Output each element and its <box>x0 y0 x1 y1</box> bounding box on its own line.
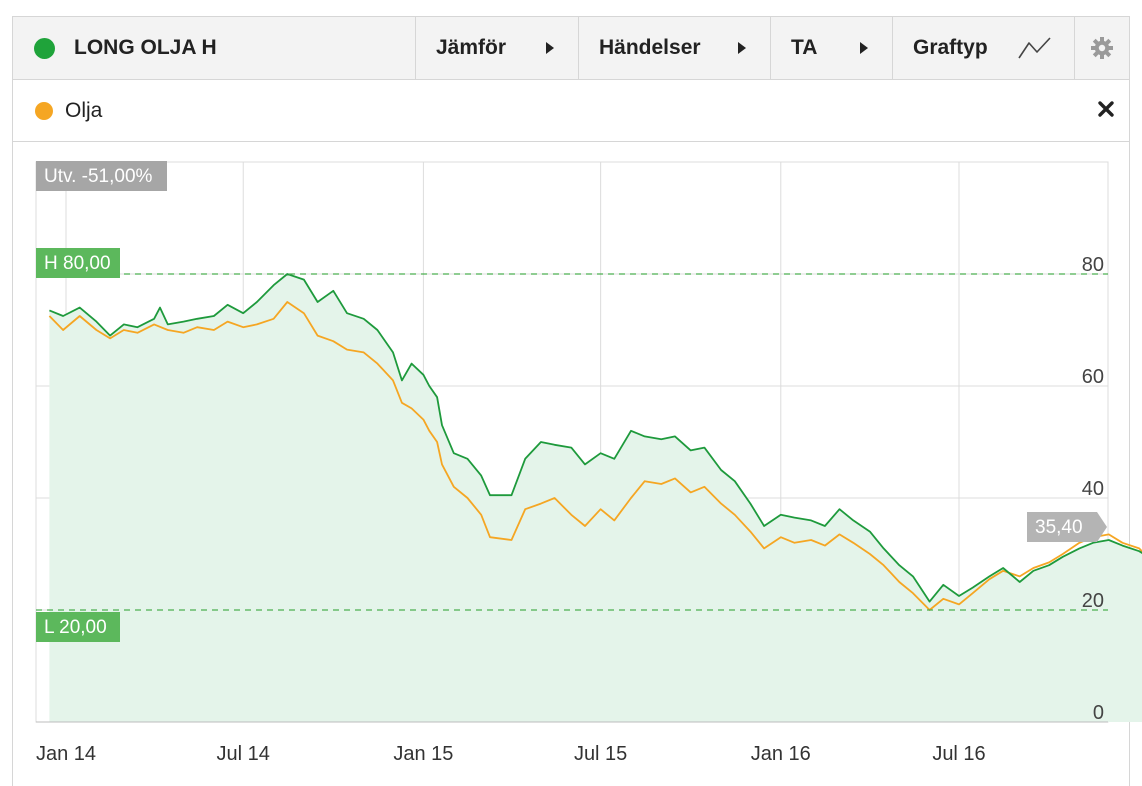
legend-color-dot <box>35 102 53 120</box>
legend-label: Olja <box>65 99 103 122</box>
change-badge-bg <box>36 161 167 191</box>
instrument-color-dot <box>34 37 55 59</box>
x-tick-label: Jul 15 <box>574 743 627 765</box>
x-tick-label: Jan 15 <box>393 743 453 765</box>
y-tick-label: 60 <box>1082 366 1104 388</box>
high-badge: H 80,00 <box>36 248 120 278</box>
compare-button[interactable]: Jämför <box>415 17 578 79</box>
graph-type-label: Graftyp <box>913 36 988 59</box>
last-price-badge-bg <box>1027 512 1107 542</box>
series-line-olja <box>48 301 1142 611</box>
graph-type-button[interactable]: Graftyp <box>892 17 1074 79</box>
y-tick-label: 0 <box>1093 702 1104 724</box>
y-tick-label: 20 <box>1082 590 1104 612</box>
series-line-main <box>49 273 1142 603</box>
x-tick-label: Jul 16 <box>932 743 985 765</box>
y-tick-label: 40 <box>1082 478 1104 500</box>
chart-labels: Jan 14 Jul 14 Jan 15 Jul 15 Jan 16 Jul 16 0 20 4… <box>36 161 1107 765</box>
caret-right-icon <box>738 42 746 54</box>
high-badge-text: H 80,00 <box>44 253 111 274</box>
legend-bar: Olja <box>13 80 1129 142</box>
x-tick-label: Jul 14 <box>217 743 270 765</box>
chart-widget: LONG OLJA H Jämför Händelser TA Graftyp <box>12 16 1130 786</box>
low-badge-text: L 20,00 <box>44 617 107 638</box>
instrument-name: LONG OLJA H <box>74 36 217 59</box>
caret-right-icon <box>546 42 554 54</box>
caret-right-icon <box>860 42 868 54</box>
settings-button[interactable] <box>1074 17 1129 79</box>
y-tick-label: 80 <box>1082 254 1104 276</box>
high-badge-bg <box>36 248 120 278</box>
compare-label: Jämför <box>436 36 507 59</box>
ta-label: TA <box>791 36 818 59</box>
chart-lines <box>48 273 1142 611</box>
high-low-lines <box>36 273 1108 611</box>
last-price-badge-text: 35,40 <box>1035 517 1083 538</box>
gear-icon <box>1091 37 1113 59</box>
low-badge: L 20,00 <box>36 612 120 642</box>
change-badge: Utv. -51,00% <box>36 161 167 191</box>
events-button[interactable]: Händelser <box>578 17 770 79</box>
close-icon[interactable] <box>1095 98 1117 120</box>
x-tick-label: Jan 14 <box>36 743 96 765</box>
instrument-title: LONG OLJA H <box>13 17 217 79</box>
toolbar: LONG OLJA H Jämför Händelser TA Graftyp <box>13 17 1129 80</box>
change-badge-text: Utv. -51,00% <box>44 166 153 187</box>
low-badge-bg <box>36 612 120 642</box>
events-label: Händelser <box>599 36 701 59</box>
ta-button[interactable]: TA <box>770 17 892 79</box>
x-tick-label: Jan 16 <box>751 743 811 765</box>
last-price-badge: 35,40 <box>1027 512 1107 542</box>
line-chart-icon <box>1018 37 1051 59</box>
